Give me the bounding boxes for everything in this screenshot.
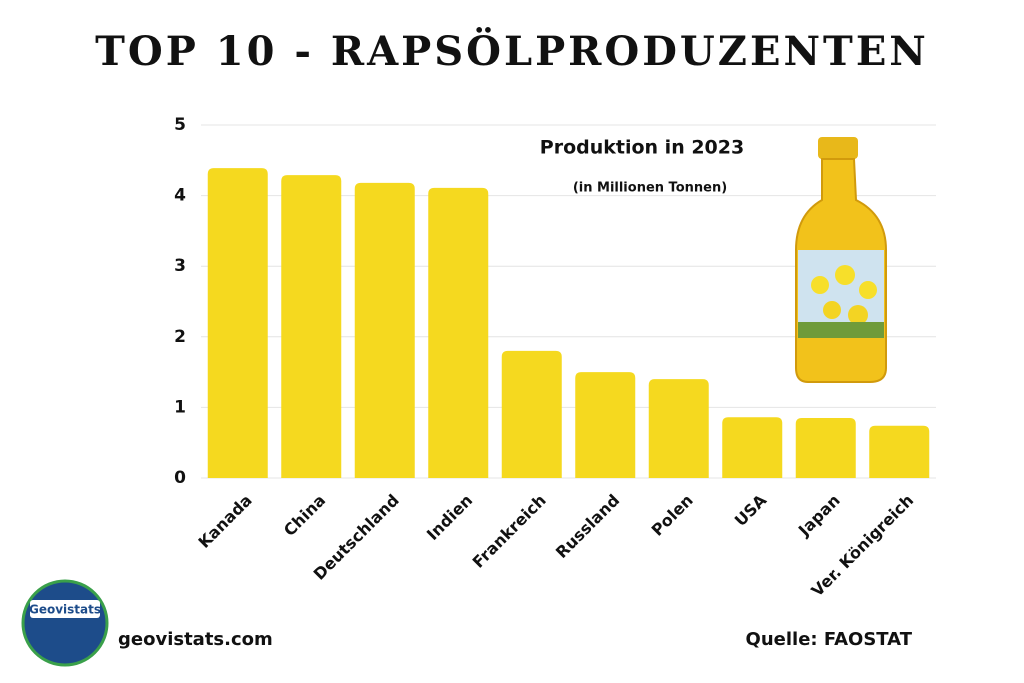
bar (281, 175, 342, 478)
source: Quelle: FAOSTAT (746, 629, 913, 650)
bottle-illustration (795, 137, 887, 383)
annotation: (in Millionen Tonnen) (573, 181, 727, 196)
y-tick-label: 2 (174, 327, 186, 347)
bar (207, 168, 268, 479)
website: geovistats.com (118, 629, 273, 650)
bar (869, 425, 930, 478)
bar (722, 417, 783, 478)
y-tick-label: 5 (174, 115, 186, 135)
y-tick-label: 4 (174, 186, 186, 206)
y-tick-label: 3 (174, 256, 186, 276)
logo-text: Geovistats (29, 603, 101, 617)
y-tick-label: 1 (174, 397, 186, 417)
bar (575, 372, 636, 478)
logo: Geovistats (21, 579, 109, 667)
annotation: Produktion in 2023 (540, 137, 744, 159)
bar (795, 417, 856, 478)
y-tick-label: 0 (174, 468, 186, 488)
chart-title: TOP 10 - RAPSÖLPRODUZENTEN (95, 28, 929, 75)
bar (501, 350, 562, 478)
bar (354, 182, 415, 478)
bar (428, 187, 489, 479)
bar (648, 379, 709, 478)
